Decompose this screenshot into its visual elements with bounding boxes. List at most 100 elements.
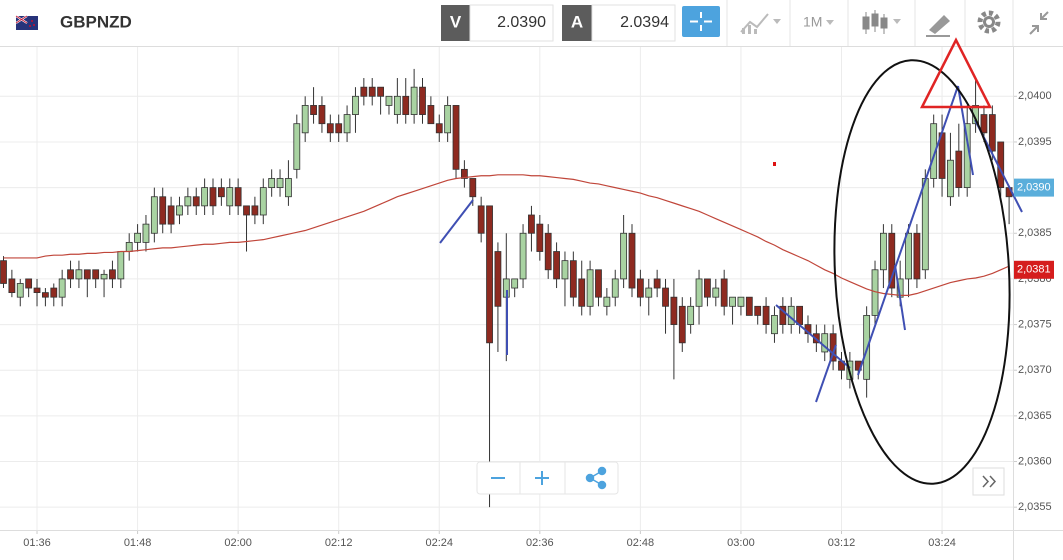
x-tick-label: 02:00 (224, 537, 252, 549)
candle-body (377, 86, 385, 97)
candle-body (645, 287, 653, 298)
candle-body (561, 260, 569, 280)
candle-body (226, 187, 234, 207)
candle-body (435, 123, 443, 134)
candle-body (259, 187, 267, 216)
candle-body (201, 187, 209, 207)
price-marker-label: 2,0381 (1017, 264, 1051, 276)
candle-body (586, 269, 594, 307)
timeframe-caret (826, 20, 834, 25)
y-tick-label: 2,0400 (1018, 90, 1052, 102)
candle-body (234, 187, 242, 207)
price-marker-label: 2,0390 (1017, 182, 1051, 194)
candle-body (243, 205, 250, 216)
candle-body (578, 278, 586, 307)
candle-body (109, 269, 116, 280)
candle-body (452, 105, 460, 170)
candle-body (553, 251, 560, 280)
candle-body (125, 241, 133, 252)
candle-body (670, 296, 678, 325)
share[interactable] (585, 466, 607, 490)
candle-body (528, 214, 535, 234)
candle-body (745, 296, 753, 316)
candle-body (385, 95, 393, 106)
x-tick-label: 02:24 (425, 537, 453, 549)
candle-body (771, 315, 778, 335)
collapse-icon[interactable] (1029, 11, 1049, 35)
annotations (439, 37, 1023, 485)
y-tick-label: 2,0395 (1018, 136, 1052, 148)
candle-body (678, 305, 686, 344)
candle-body (134, 232, 141, 243)
candle-body (318, 105, 326, 125)
candle-body (921, 178, 929, 271)
timeframe[interactable]: 1M (803, 14, 822, 30)
y-tick-label: 2,0375 (1018, 318, 1052, 330)
candle-body (469, 178, 477, 198)
candle-body (83, 269, 91, 280)
candle-body (737, 296, 745, 307)
candle-body (905, 232, 912, 280)
crosshair-icon (690, 12, 712, 31)
chart-type-icon[interactable] (740, 13, 781, 34)
ask-box (591, 4, 676, 42)
candle-body (192, 196, 200, 207)
candle-body (628, 232, 636, 289)
candle-body (326, 123, 334, 134)
candle-body (695, 278, 703, 307)
bid-price: 2.0390 (497, 14, 546, 31)
candle-body (100, 273, 108, 280)
crosshair-button[interactable] (682, 6, 720, 37)
candle-body (955, 150, 963, 189)
candle-body (988, 114, 996, 152)
candle-icon[interactable] (862, 10, 901, 34)
flag (15, 15, 38, 30)
candle-body (636, 278, 644, 298)
candle-body (544, 232, 552, 271)
candle-body (184, 196, 192, 207)
symbol: GBPNZD (60, 12, 132, 31)
candle-body (603, 296, 611, 307)
x-tick-label: 03:12 (828, 537, 856, 549)
candle-body (519, 232, 527, 280)
candle-body (25, 278, 33, 289)
candle-body (913, 232, 921, 280)
x-tick-label: 01:36 (23, 537, 51, 549)
ask-label: A (571, 12, 583, 31)
candle-body (779, 305, 787, 325)
draw-icon[interactable] (926, 15, 950, 37)
candle-body (142, 223, 150, 243)
bid-box (469, 4, 554, 42)
candle-body (595, 269, 602, 298)
candle-body (276, 178, 284, 189)
settings-icon[interactable] (977, 10, 1001, 34)
candle-body (150, 196, 158, 234)
candle-body (176, 205, 183, 216)
separators (726, 0, 1014, 46)
candle-body (360, 86, 368, 97)
zoom-in[interactable] (535, 471, 549, 485)
candle-body (880, 232, 887, 271)
candle-body (167, 205, 175, 225)
bid-button[interactable] (441, 5, 470, 41)
ask-button[interactable] (562, 5, 592, 41)
x-tick-label: 02:12 (325, 537, 353, 549)
candle-body (796, 305, 803, 325)
candle-body (92, 269, 100, 280)
candle-body (569, 260, 577, 298)
zoom-controls (476, 461, 619, 495)
candle-body (712, 287, 720, 298)
candle-body (410, 86, 418, 115)
scroll-end[interactable] (972, 467, 1005, 496)
moving-average (3, 174, 1010, 296)
candle-body (368, 86, 376, 97)
y-tick-label: 2,0385 (1018, 227, 1052, 239)
candle-body (419, 86, 426, 115)
candle-body (653, 278, 661, 289)
candle-body (477, 205, 485, 234)
candle-body (754, 305, 762, 316)
y-tick-label: 2,0370 (1018, 364, 1052, 376)
candle-body (335, 123, 343, 134)
